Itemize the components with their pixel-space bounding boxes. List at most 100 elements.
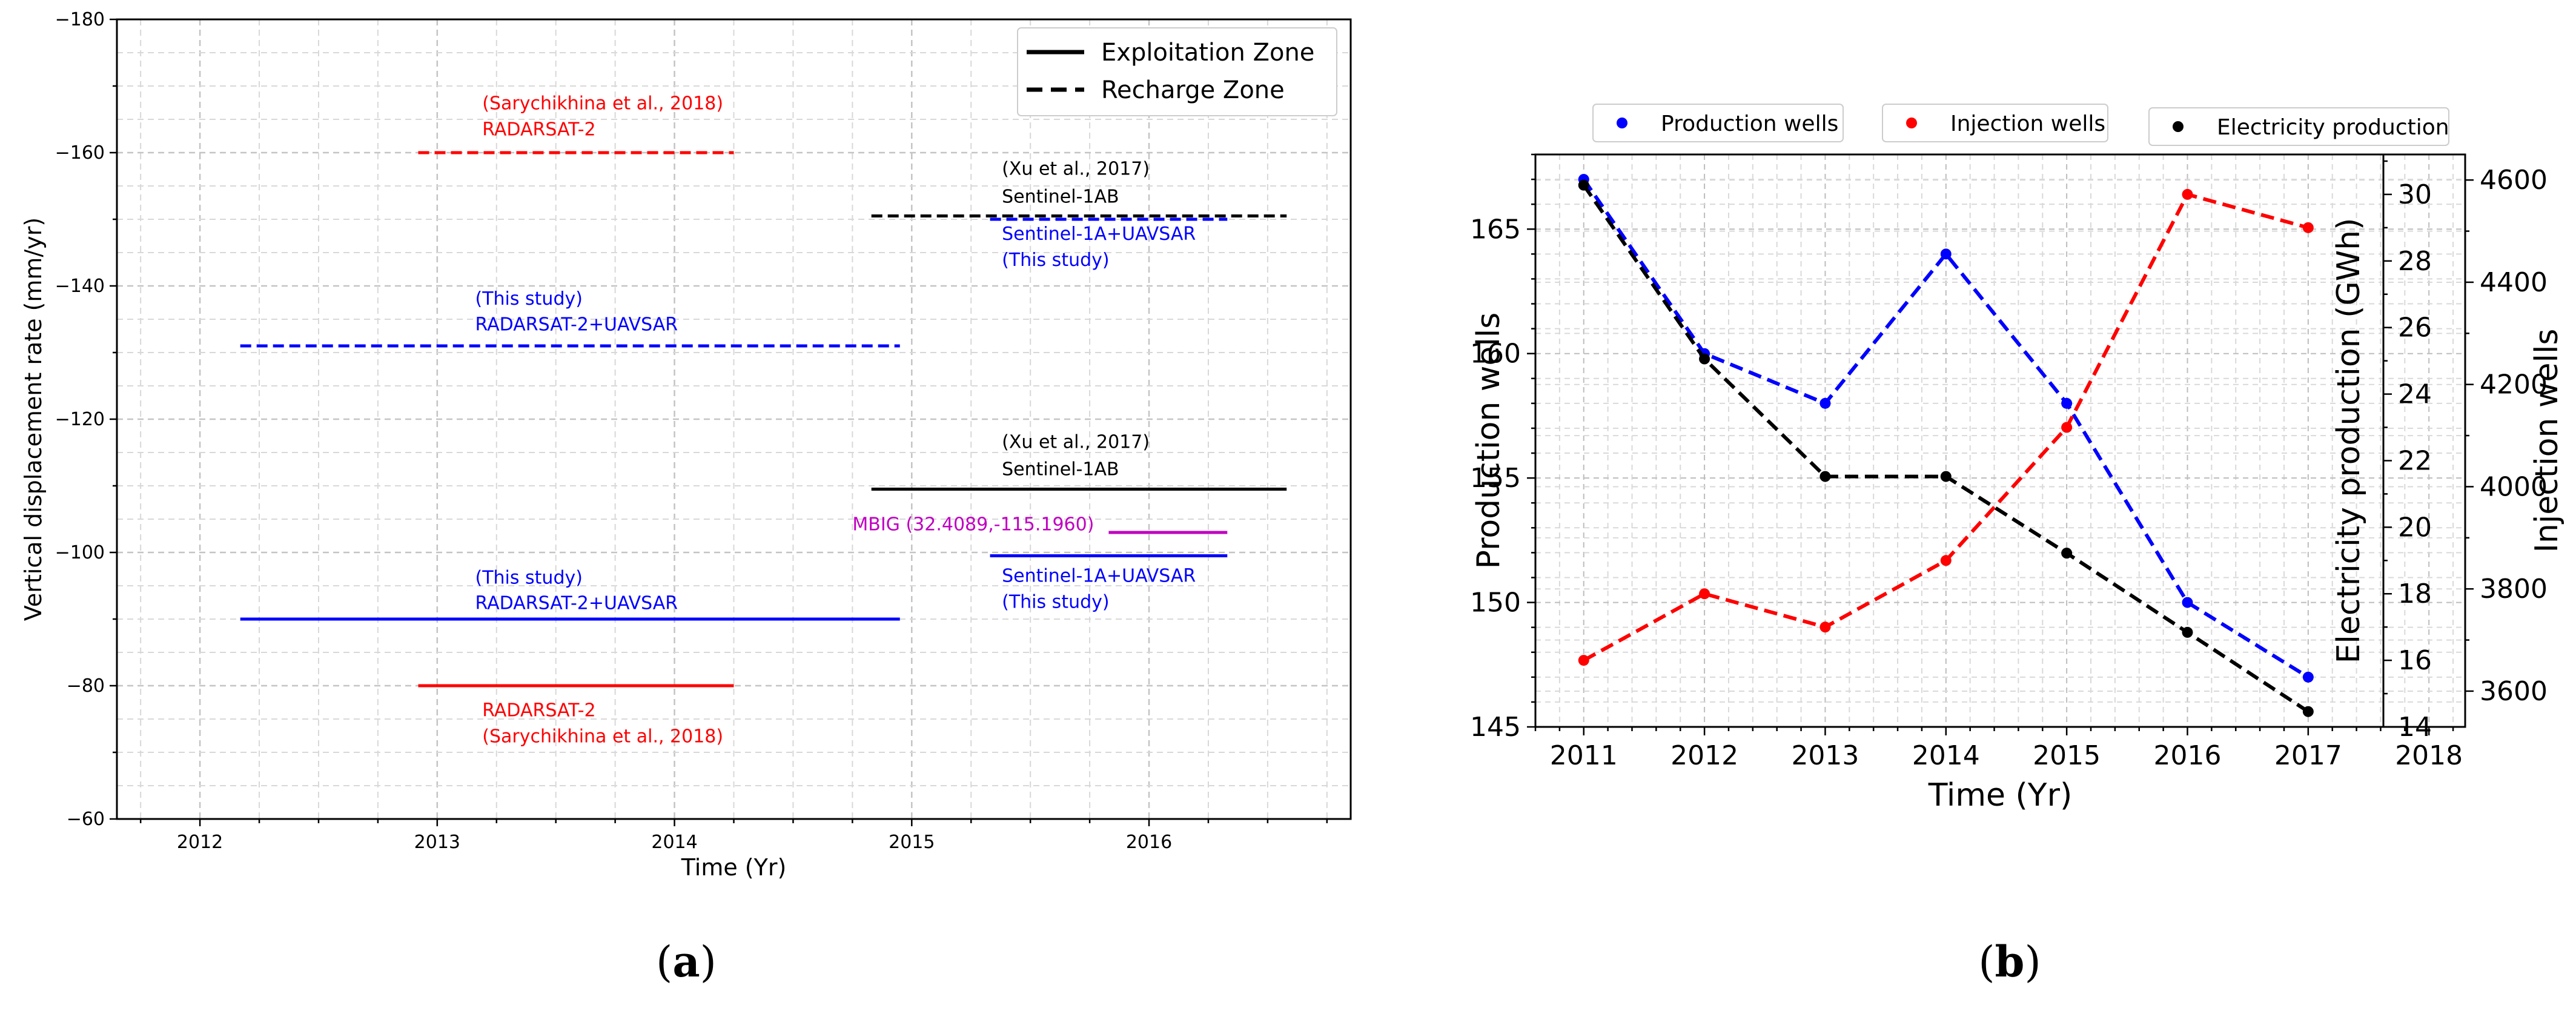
chart-b-plot-frame — [1534, 153, 2466, 728]
annotation-label: Sentinel-1A+UAVSAR — [1002, 224, 1196, 245]
legend-marker-production-wells — [1617, 118, 1627, 128]
annotation-label: (This study) — [475, 288, 583, 310]
chart-b: 2011 2012 2013 2014 2015 2016 2017 2018 1451501… — [1470, 104, 2565, 987]
y-tick-label: −140 — [55, 276, 105, 297]
panel-label-b-letter: b — [1995, 936, 2025, 987]
data-point-production-wells — [2182, 597, 2193, 608]
annotation-label: (Xu et al., 2017) — [1002, 431, 1150, 452]
x-tick-label: 2012 — [177, 832, 223, 853]
x-tick-label: 2012 — [1670, 740, 1738, 771]
left-y-tick-label: 150 — [1470, 588, 1521, 618]
chart-a-x-ticks: 2012 2013 2014 2015 2016 — [139, 819, 1328, 853]
y-tick-label: −180 — [55, 9, 105, 30]
legend-box-production-wells — [1592, 104, 1844, 142]
y-tick-label: −60 — [67, 809, 105, 830]
data-point-injection-wells — [1699, 588, 1710, 600]
chart-b-series — [1578, 174, 2314, 717]
data-point-injection-wells — [1578, 655, 1589, 666]
chart-a-legend-box — [1017, 27, 1337, 116]
chart-a-segments — [240, 151, 1287, 688]
injection-y-tick-label: 28 — [2398, 246, 2432, 277]
injection-y-tick-label: 16 — [2398, 645, 2432, 676]
x-tick-label: 2011 — [1550, 740, 1618, 771]
legend-box-electricity-production — [2148, 107, 2449, 146]
electricity-y-tick-label: 4200 — [2480, 370, 2548, 400]
panel-label-b: (b) — [1978, 936, 2041, 987]
data-point-production-wells — [1940, 248, 1952, 260]
data-point-electricity-production — [1940, 471, 1952, 482]
chart-b-left-y-ticks: 145 150 155 160 165 — [1470, 153, 1535, 743]
annotation-label: (Sarychikhina et al., 2018) — [482, 93, 723, 114]
data-point-production-wells — [1819, 397, 1831, 409]
chart-b-production-wells-axis-label: Production wells — [1471, 313, 1507, 569]
annotation-label: (Sarychikhina et al., 2018) — [482, 726, 723, 747]
chart-a-annotations: (Sarychikhina et al., 2018) RADARSAT-2 (Xu… — [475, 93, 1196, 747]
injection-y-tick-label: 18 — [2398, 578, 2432, 609]
y-tick-label: −160 — [55, 142, 105, 164]
x-tick-label: 2017 — [2274, 740, 2342, 771]
x-tick-label: 2015 — [2033, 740, 2101, 771]
data-point-electricity-production — [1819, 471, 1831, 482]
annotation-label: Sentinel-1AB — [1002, 187, 1119, 208]
electricity-y-tick-label: 4000 — [2480, 471, 2548, 502]
legend-marker-electricity-production — [2173, 121, 2184, 132]
annotation-label: RADARSAT-2 — [482, 119, 595, 140]
electricity-y-tick-label: 3600 — [2480, 676, 2548, 707]
annotation-label: Sentinel-1A+UAVSAR — [1002, 565, 1196, 586]
legend-label-recharge-zone: Recharge Zone — [1101, 76, 1285, 104]
annotation-label: (Xu et al., 2017) — [1002, 158, 1150, 179]
data-point-electricity-production — [2182, 626, 2193, 638]
legend-box-injection-wells — [1882, 104, 2108, 142]
chart-b-x-axis-label: Time (Yr) — [1928, 777, 2073, 814]
y-tick-label: −80 — [67, 675, 105, 697]
left-y-tick-label: 145 — [1470, 712, 1521, 743]
data-point-injection-wells — [2182, 188, 2193, 200]
annotation-label: (This study) — [1002, 250, 1109, 271]
x-tick-label: 2018 — [2395, 740, 2463, 771]
annotation-label: RADARSAT-2+UAVSAR — [475, 593, 678, 614]
left-y-tick-label: 165 — [1470, 214, 1521, 245]
chart-b-grid — [1535, 154, 2465, 728]
legend-marker-injection-wells — [1906, 118, 1917, 128]
x-tick-label: 2015 — [889, 832, 935, 853]
data-point-electricity-production — [1699, 353, 1710, 365]
x-tick-label: 2014 — [1912, 740, 1980, 771]
annotation-label: Sentinel-1AB — [1002, 459, 1119, 480]
data-point-production-wells — [2302, 671, 2314, 683]
chart-a-legend: Exploitation Zone Recharge Zone — [1017, 27, 1337, 116]
data-point-electricity-production — [2302, 706, 2314, 717]
electricity-y-tick-label: 3800 — [2480, 574, 2548, 605]
annotation-label: RADARSAT-2 — [482, 700, 595, 721]
data-point-production-wells — [2061, 397, 2073, 409]
chart-b-electricity-axis-label: Electricity production (GWh) — [2331, 218, 2367, 664]
x-tick-label: 2013 — [414, 832, 460, 853]
chart-a-y-ticks: −180 −160 −140 −120 −100 −80 −60 — [55, 9, 117, 830]
panel-label-a-letter: a — [672, 936, 700, 987]
annotation-label: (This study) — [475, 568, 583, 589]
legend-label-exploitation-zone: Exploitation Zone — [1101, 39, 1314, 67]
x-tick-label: 2016 — [2154, 740, 2222, 771]
electricity-y-tick-label: 4400 — [2480, 267, 2548, 298]
legend-label-production-wells: Production wells — [1661, 111, 1838, 136]
data-point-injection-wells — [1819, 622, 1831, 633]
chart-a-x-axis-label: Time (Yr) — [681, 854, 787, 881]
annotation-label: MBIG (32.4089,-115.1960) — [852, 514, 1094, 535]
chart-b-injection-wells-axis-label: Injection wells — [2529, 329, 2565, 553]
left-y-tick-label: 160 — [1470, 339, 1521, 370]
electricity-y-tick-label: 4600 — [2480, 165, 2548, 196]
injection-y-tick-label: 20 — [2398, 512, 2432, 543]
x-tick-label: 2014 — [651, 832, 697, 853]
injection-y-tick-label: 24 — [2398, 379, 2432, 410]
panel-label-a: (a) — [656, 936, 717, 987]
chart-b-injection-y-ticks: 14 16 18 20 22 24 26 28 30 — [2383, 160, 2432, 743]
x-tick-label: 2016 — [1126, 832, 1172, 853]
data-point-electricity-production — [1578, 179, 1589, 191]
left-y-tick-label: 155 — [1470, 463, 1521, 494]
legend-label-electricity-production: Electricity production — [2217, 115, 2449, 140]
chart-b-x-ticks: 2011 2012 2013 2014 2015 2016 2017 2018 — [1534, 727, 2463, 771]
y-tick-label: −100 — [55, 542, 105, 563]
data-point-injection-wells — [1940, 555, 1952, 566]
data-point-injection-wells — [2061, 422, 2073, 433]
chart-a: (Sarychikhina et al., 2018) RADARSAT-2 (Xu… — [20, 9, 1352, 987]
